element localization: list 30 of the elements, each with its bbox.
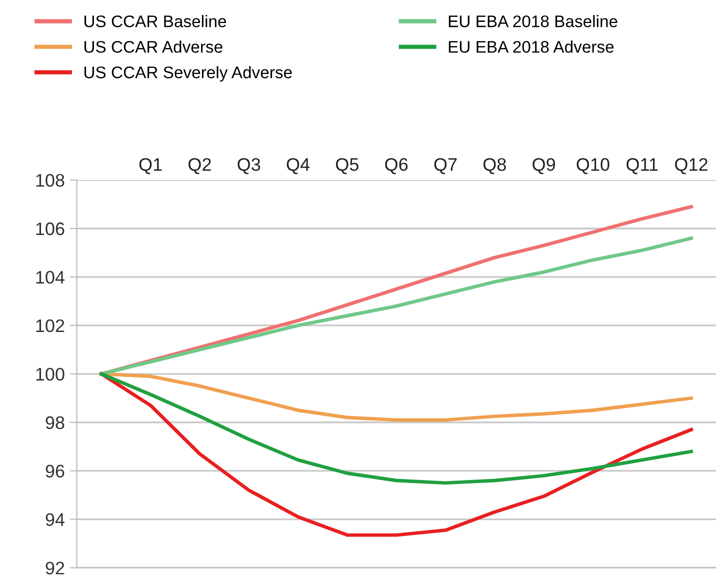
y-tick-label: 92	[46, 562, 64, 574]
x-tick-label: Q11	[626, 158, 658, 174]
y-tick-label: 106	[36, 222, 64, 236]
x-tick-label: Q7	[434, 158, 457, 174]
legend-label: US CCAR Baseline	[84, 15, 226, 28]
x-tick-label: Q6	[385, 158, 408, 174]
x-tick-label: Q9	[532, 158, 555, 174]
y-tick-label: 96	[46, 464, 64, 478]
legend-label: US CCAR Adverse	[84, 40, 222, 53]
line-series	[100, 372, 694, 422]
legend-label: US CCAR Severely Adverse	[84, 66, 292, 82]
y-tick-label: 102	[36, 319, 64, 332]
legend-label: EU EBA 2018 Adverse	[448, 40, 614, 53]
x-tick-label: Q4	[286, 158, 310, 174]
x-tick-label: Q12	[675, 158, 708, 174]
x-tick-label: Q3	[238, 158, 260, 174]
y-tick-label: 94	[46, 513, 64, 526]
x-tick-label: Q8	[483, 158, 506, 174]
y-tick-label: 98	[46, 416, 64, 430]
legend-label: EU EBA 2018 Baseline	[448, 15, 618, 28]
x-tick-label: Q5	[336, 158, 358, 174]
line-series	[100, 236, 694, 376]
y-tick-label: 100	[36, 368, 64, 381]
line-series	[100, 372, 694, 537]
x-tick-label: Q10	[576, 158, 610, 174]
line-series	[100, 372, 694, 485]
x-tick-label: Q1	[139, 158, 162, 174]
y-tick-label: 104	[36, 270, 64, 284]
x-tick-label: Q2	[188, 158, 211, 174]
y-tick-label: 108	[36, 174, 64, 187]
